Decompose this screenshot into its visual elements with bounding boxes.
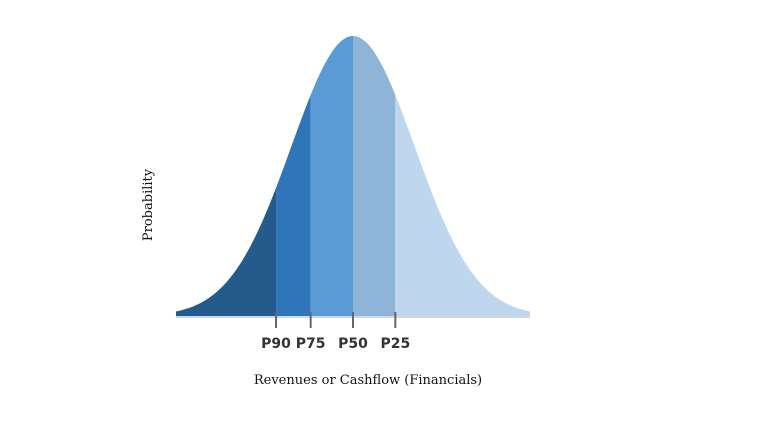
distribution-band-4 [353,36,396,316]
marker-label-p90: P90 [261,336,291,352]
distribution-band-1 [176,187,277,316]
distribution-band-2 [276,94,311,317]
percentile-markers: P90 P75 P50 P25 [261,312,410,352]
marker-label-p75: P75 [296,336,326,352]
y-axis-label: Probability [141,168,156,241]
distribution-band-5 [395,94,530,317]
marker-label-p25: P25 [380,336,410,352]
marker-label-p50: P50 [338,336,368,352]
distribution-bands [176,36,530,317]
x-axis-label: Revenues or Cashflow (Financials) [254,373,482,388]
distribution-band-3 [310,36,353,316]
